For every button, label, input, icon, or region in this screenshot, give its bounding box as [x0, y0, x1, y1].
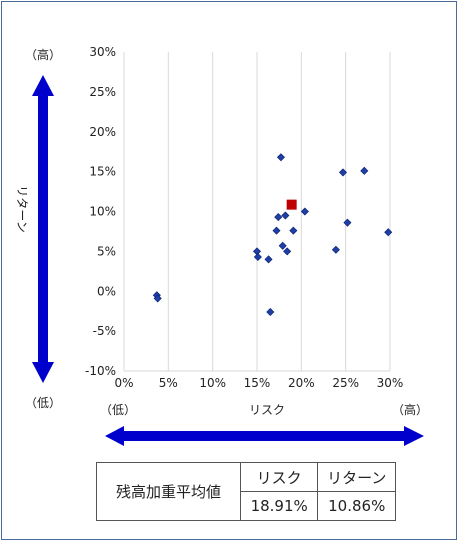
- data-point: [289, 226, 298, 235]
- data-point: [272, 226, 281, 235]
- y-tick-label: 15%: [89, 165, 116, 179]
- y-low-label: （低）: [25, 396, 61, 410]
- data-point: [331, 245, 340, 254]
- x-high-label: （高）: [392, 402, 428, 417]
- y-high-label: （高）: [25, 47, 61, 62]
- data-point: [253, 252, 262, 261]
- y-tick-label: 20%: [89, 125, 116, 139]
- x-tick-label: 5%: [159, 376, 178, 390]
- weighted-average-table: 残高加重平均値 リスク リターン 18.91% 10.86%: [96, 462, 396, 521]
- data-point: [300, 207, 309, 216]
- data-point: [343, 218, 352, 227]
- y-tick-label: 25%: [89, 85, 116, 99]
- data-point: [274, 213, 283, 222]
- weighted-average-point: [286, 199, 297, 210]
- y-tick-label: 10%: [89, 205, 116, 219]
- x-tick-label: 20%: [288, 376, 315, 390]
- y-tick-label: 5%: [97, 244, 116, 258]
- data-point: [278, 241, 287, 250]
- y-tick-label: -5%: [93, 324, 116, 338]
- data-point: [360, 166, 369, 175]
- return-value: 10.86%: [317, 491, 396, 521]
- data-point: [266, 307, 275, 317]
- x-tick-label: 10%: [199, 376, 226, 390]
- risk-header: リスク: [239, 462, 319, 492]
- data-point: [153, 294, 162, 303]
- grid-layer: [123, 52, 391, 372]
- data-point: [281, 211, 290, 220]
- y-tick-label: -10%: [85, 364, 116, 378]
- x-axis-arrow: [105, 426, 424, 446]
- x-low-label: （低）: [100, 403, 136, 417]
- y-axis-title: リターン: [15, 185, 29, 232]
- return-header: リターン: [317, 462, 396, 492]
- risk-value: 18.91%: [239, 491, 319, 521]
- x-tick-label: 30%: [377, 376, 404, 390]
- data-point: [283, 247, 292, 256]
- x-tick-label: 25%: [332, 376, 359, 390]
- data-point: [338, 168, 348, 177]
- y-axis-arrow: [32, 75, 54, 383]
- y-tick-label: 30%: [89, 45, 116, 59]
- x-tick-label: 0%: [114, 376, 133, 390]
- row-label-weighted-average: 残高加重平均値: [96, 462, 241, 521]
- point-layer: [152, 153, 393, 317]
- data-point: [384, 228, 393, 237]
- data-point: [264, 255, 273, 264]
- y-tick-label: 0%: [97, 284, 116, 298]
- x-axis-title: リスク: [249, 403, 285, 417]
- tick-layer: 0% 5% 10% 15% 20% 25% 30% -10% -5% 0% 5% 10% 15% 20% 2…: [85, 45, 403, 390]
- data-point: [276, 153, 285, 162]
- x-tick-label: 15%: [244, 376, 271, 390]
